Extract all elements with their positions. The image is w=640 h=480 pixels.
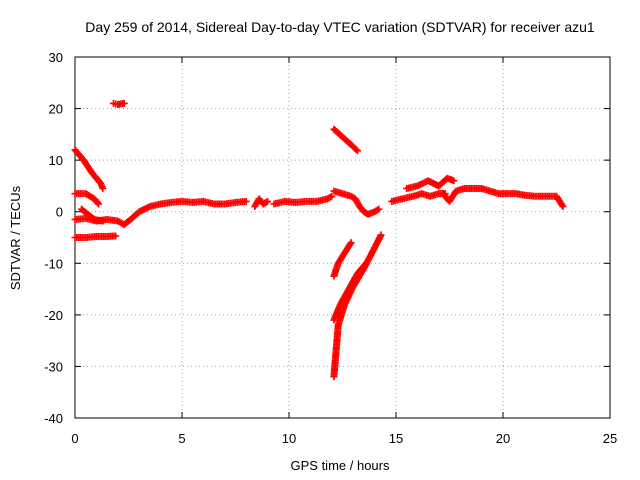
data-point xyxy=(264,197,272,205)
axis-ticks xyxy=(74,56,611,419)
x-tick-labels: 0 5 10 15 20 25 xyxy=(71,431,617,446)
x-tick-label: 5 xyxy=(178,431,185,446)
data-point xyxy=(361,261,369,269)
data-point xyxy=(450,177,458,185)
y-tick-label: -10 xyxy=(44,256,63,271)
data-point xyxy=(559,203,567,211)
data-point xyxy=(120,99,128,107)
data-point xyxy=(328,192,336,200)
data-point xyxy=(112,232,120,240)
data-point xyxy=(93,199,101,207)
x-tick-label: 15 xyxy=(389,431,403,446)
y-axis-label: SDTVAR / TECUs xyxy=(8,185,23,290)
y-tick-label: -20 xyxy=(44,308,63,323)
y-tick-label: 30 xyxy=(49,50,63,65)
data-point xyxy=(346,240,354,248)
data-point xyxy=(347,239,355,247)
data-point xyxy=(375,205,383,213)
y-tick-label: -40 xyxy=(44,411,63,426)
x-tick-label: 0 xyxy=(71,431,78,446)
data-point xyxy=(362,259,370,267)
chart-title: Day 259 of 2014, Sidereal Day-to-day VTE… xyxy=(85,19,595,35)
grid-lines xyxy=(75,57,610,418)
x-tick-label: 20 xyxy=(496,431,510,446)
data-point xyxy=(558,201,566,209)
data-point xyxy=(377,231,385,239)
data-point xyxy=(262,198,270,206)
y-tick-labels: -40 -30 -20 -10 0 10 20 30 xyxy=(44,50,63,426)
plot-frame xyxy=(74,56,611,419)
data-point xyxy=(95,200,103,208)
data-point xyxy=(326,193,334,201)
data-point xyxy=(353,147,361,155)
y-tick-label: 0 xyxy=(56,205,63,220)
data-point xyxy=(352,146,360,154)
y-tick-label: 20 xyxy=(49,102,63,117)
y-tick-label: 10 xyxy=(49,153,63,168)
data-points xyxy=(71,99,567,381)
data-point xyxy=(99,185,107,193)
data-point xyxy=(99,217,107,225)
data-point xyxy=(373,206,381,214)
data-point xyxy=(242,197,250,205)
y-tick-label: -30 xyxy=(44,359,63,374)
x-tick-label: 25 xyxy=(603,431,617,446)
x-axis-label: GPS time / hours xyxy=(291,458,390,473)
x-tick-label: 10 xyxy=(282,431,296,446)
